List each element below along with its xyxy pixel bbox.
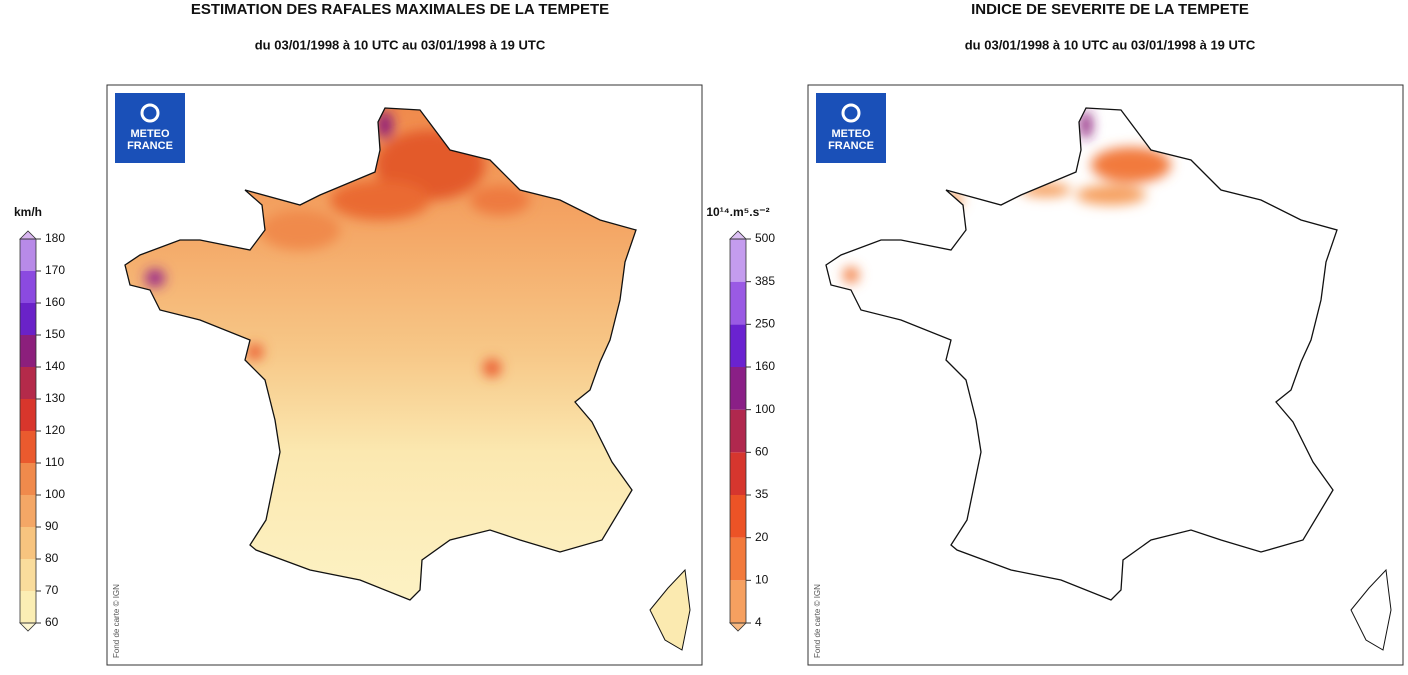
legend-swatch [730, 537, 746, 581]
legend-unit: 10¹⁴.m⁵.s⁻² [706, 205, 769, 219]
logo-icon [841, 103, 861, 123]
corsica [1350, 568, 1392, 651]
logo-icon [140, 103, 160, 123]
legend-swatch [730, 452, 746, 495]
legend-border [729, 238, 747, 624]
legend-tick-label: 4 [755, 615, 762, 629]
logo-text: METEO [130, 128, 170, 140]
severity-areas [843, 111, 1171, 283]
subtitle: du 03/01/1998 à 10 UTC au 03/01/1998 à 1… [255, 37, 546, 52]
legend-swatch [730, 495, 746, 538]
legend-tick-label: 150 [45, 327, 65, 341]
legend-tick-label: 60 [45, 615, 59, 629]
legend-end [729, 230, 747, 240]
legend-swatch [20, 591, 36, 623]
legend-swatch [20, 495, 36, 527]
legend-swatch [20, 239, 36, 271]
credit: Fond de carte © IGN [112, 584, 121, 658]
legend-tick-label: 160 [755, 359, 775, 373]
logo-text: METEO [831, 128, 871, 140]
title: ESTIMATION DES RAFALES MAXIMALES DE LA T… [191, 1, 609, 18]
legend-swatch [730, 580, 746, 623]
legend-swatch [20, 399, 36, 431]
logo-text: FRANCE [127, 140, 173, 152]
legend-tick-label: 70 [45, 583, 59, 597]
legend-tick-label: 10 [755, 573, 769, 587]
legend-tick-label: 110 [45, 455, 64, 469]
legend-unit: km/h [14, 205, 42, 219]
legend-end [19, 622, 37, 632]
legend-tick-label: 500 [755, 231, 775, 245]
legend-tick-label: 90 [45, 519, 59, 533]
legend-swatch [20, 559, 36, 591]
legend-tick-label: 100 [45, 487, 65, 501]
legend-tick-label: 120 [45, 423, 65, 437]
legend-swatch [730, 281, 746, 325]
subtitle: du 03/01/1998 à 10 UTC au 03/01/1998 à 1… [965, 37, 1256, 52]
map-right [807, 84, 1404, 666]
legend-swatch [20, 527, 36, 559]
legend-swatch [730, 367, 746, 410]
legend-swatch [20, 271, 36, 303]
legend-tick-label: 250 [755, 317, 775, 331]
corsica [649, 568, 691, 651]
legend-tick-label: 140 [45, 359, 65, 373]
legend-tick-label: 130 [45, 391, 65, 405]
legend-swatch [20, 367, 36, 399]
legend-tick-label: 20 [755, 530, 769, 544]
legend-tick-label: 160 [45, 295, 65, 309]
legend-swatch [730, 239, 746, 282]
legend-swatch [20, 335, 36, 367]
credit: Fond de carte © IGN [813, 584, 822, 658]
legend-end [729, 622, 747, 632]
legend-tick-label: 100 [755, 402, 775, 416]
legend-tick-label: 35 [755, 487, 769, 501]
legend-tick-label: 80 [45, 551, 59, 565]
legend-end [19, 230, 37, 240]
legend-swatch [20, 303, 36, 335]
legend-tick-label: 180 [45, 231, 65, 245]
legend-tick-label: 60 [755, 445, 769, 459]
legend-tick-label: 385 [755, 274, 775, 288]
map-frame [807, 84, 1404, 666]
legend-tick-label: 170 [45, 263, 65, 277]
legend-swatch [730, 409, 746, 453]
logo-text: FRANCE [828, 140, 874, 152]
legend-swatch [20, 431, 36, 463]
title: INDICE DE SEVERITE DE LA TEMPETE [971, 1, 1249, 18]
map-left [106, 84, 703, 666]
legend-swatch [730, 324, 746, 367]
legend-swatch [20, 463, 36, 495]
